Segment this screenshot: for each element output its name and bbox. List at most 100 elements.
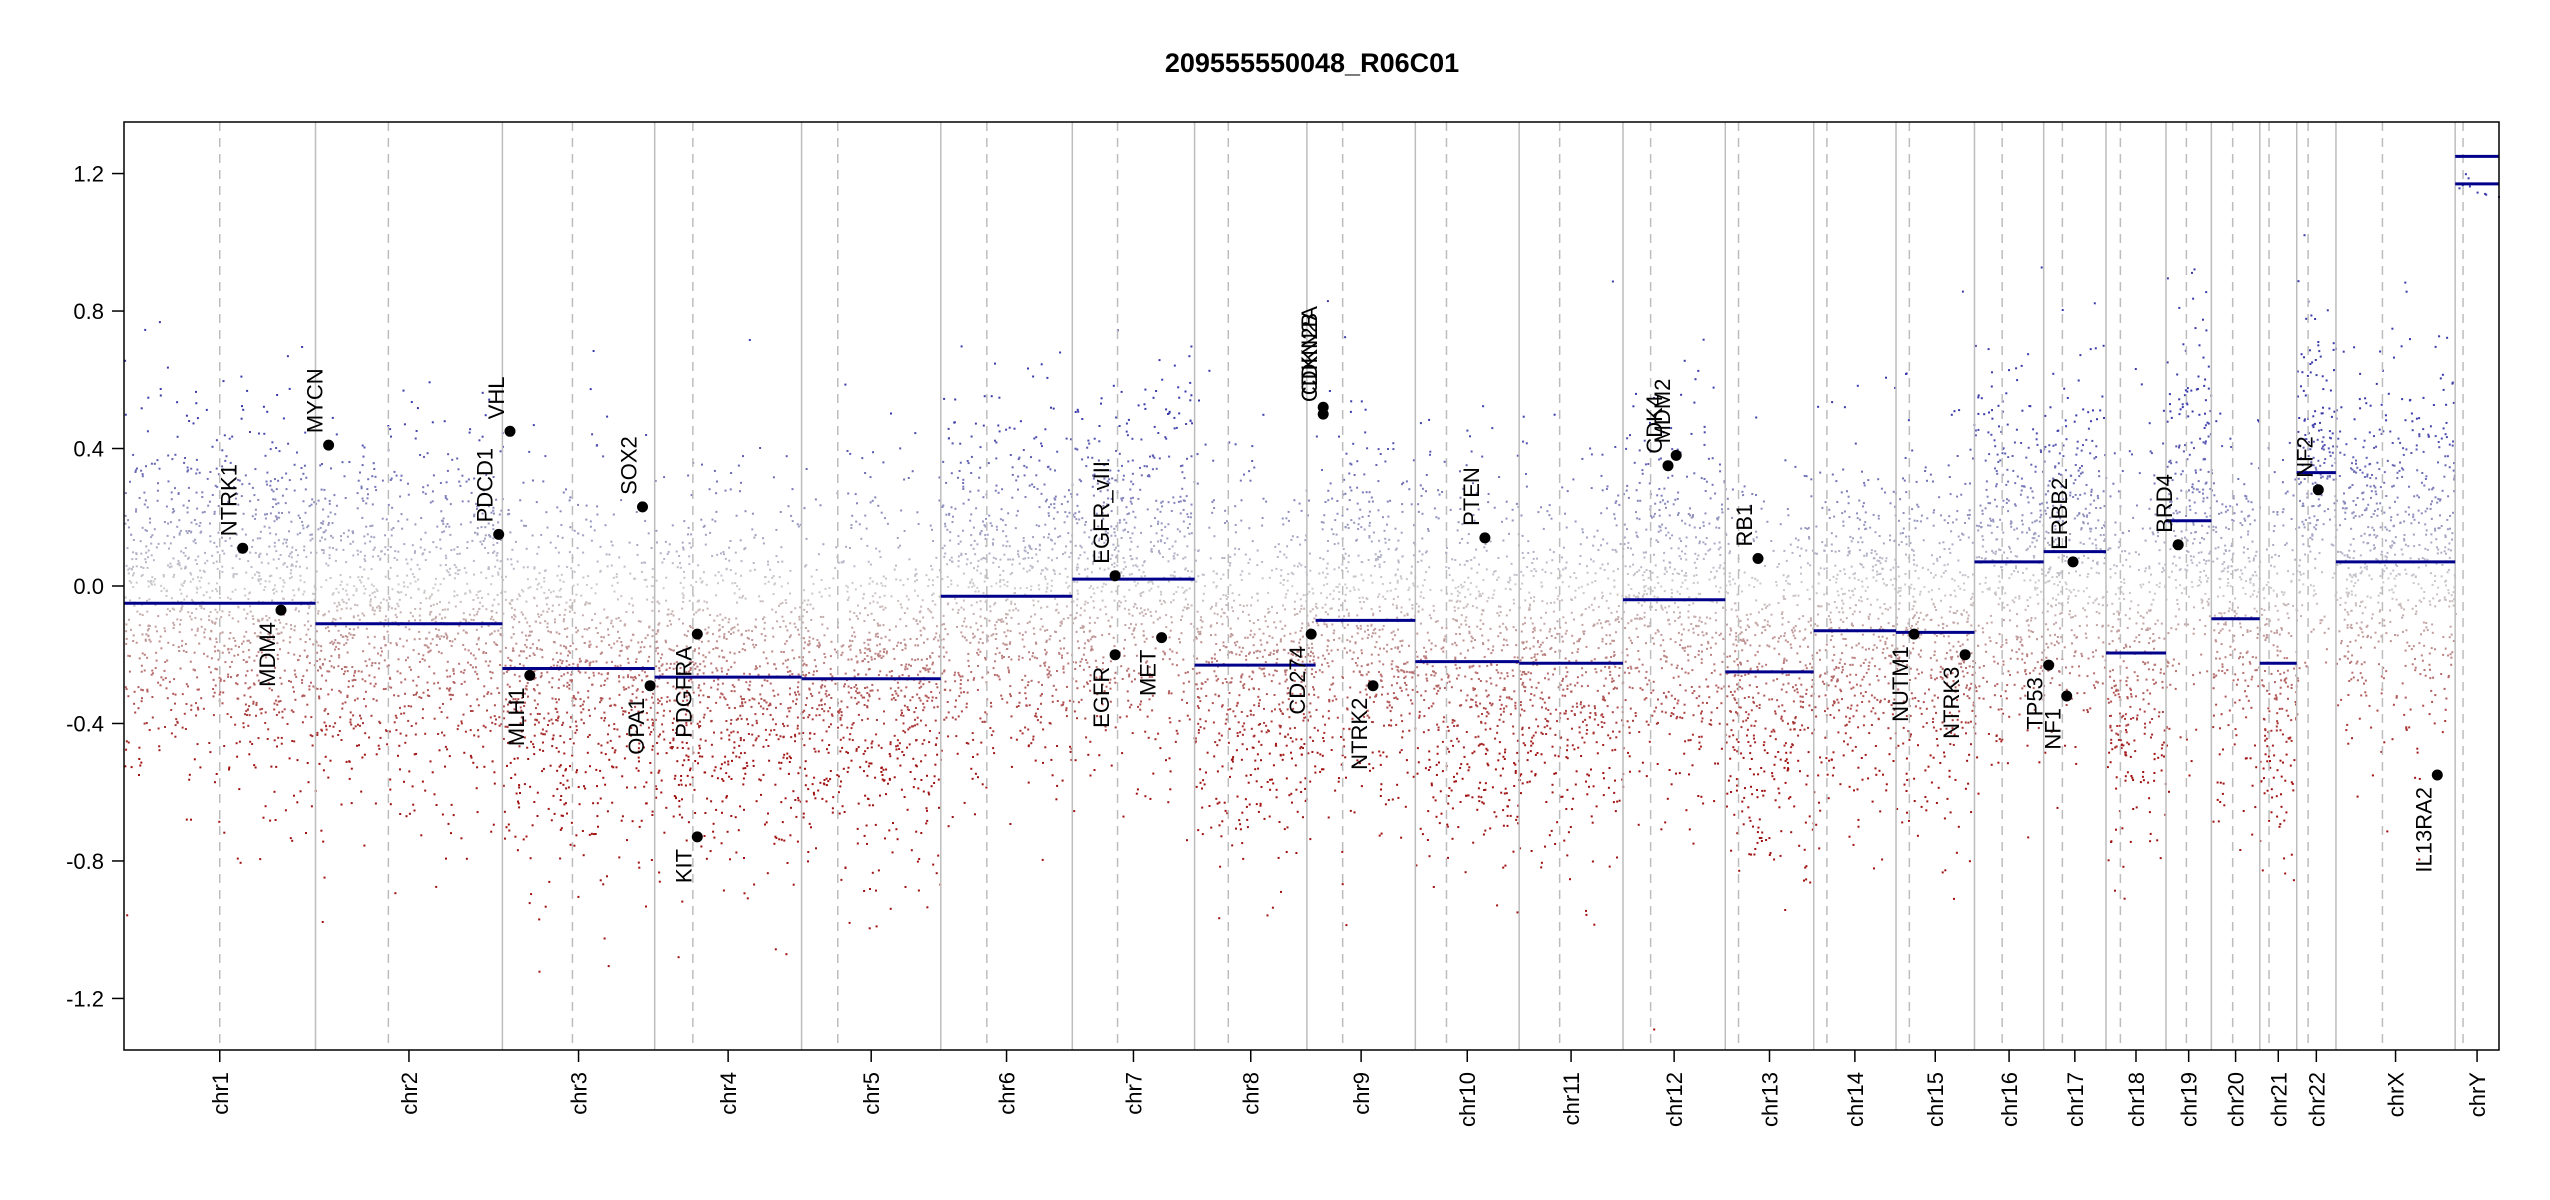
probe-point <box>986 533 989 536</box>
probe-point <box>237 478 240 481</box>
probe-point <box>868 762 871 765</box>
probe-point <box>891 851 894 854</box>
probe-point <box>253 683 256 686</box>
probe-point <box>446 469 449 472</box>
probe-point <box>558 603 561 606</box>
probe-point <box>824 692 827 695</box>
probe-point <box>905 663 908 666</box>
probe-point <box>634 577 637 580</box>
probe-point <box>249 431 251 433</box>
probe-point <box>659 552 662 555</box>
probe-point <box>994 660 996 663</box>
probe-point <box>930 564 933 567</box>
probe-point <box>371 662 374 664</box>
probe-point <box>578 657 581 660</box>
probe-point <box>589 765 591 768</box>
probe-point <box>854 493 857 496</box>
probe-point <box>290 551 293 554</box>
probe-point <box>368 642 371 645</box>
probe-point <box>674 731 677 734</box>
probe-point <box>569 651 571 654</box>
probe-point <box>935 683 938 685</box>
probe-point <box>1070 551 1073 554</box>
probe-point <box>151 576 154 579</box>
probe-point <box>920 605 923 608</box>
probe-point <box>255 714 257 717</box>
probe-point <box>926 819 929 822</box>
probe-point <box>793 657 796 660</box>
probe-point <box>282 417 285 420</box>
probe-point <box>918 611 921 614</box>
probe-point <box>969 626 972 629</box>
probe-point <box>180 608 183 611</box>
probe-point <box>902 729 905 732</box>
probe-point <box>579 671 582 674</box>
probe-point <box>676 760 679 763</box>
probe-point <box>444 554 447 557</box>
probe-point <box>956 584 959 587</box>
probe-point <box>186 532 189 535</box>
probe-point <box>1046 629 1049 631</box>
probe-point <box>433 717 436 720</box>
probe-point <box>610 622 613 625</box>
probe-point <box>596 785 598 788</box>
probe-point <box>866 692 869 694</box>
probe-point <box>172 621 175 624</box>
probe-point <box>295 560 298 563</box>
probe-point <box>439 601 441 604</box>
probe-point <box>184 547 187 549</box>
probe-point <box>836 774 839 777</box>
probe-point <box>981 783 984 786</box>
probe-point <box>316 651 319 654</box>
probe-point <box>789 693 791 696</box>
probe-point <box>132 640 135 642</box>
probe-point <box>256 537 259 540</box>
probe-point <box>745 681 748 684</box>
probe-point <box>797 525 800 528</box>
probe-point <box>961 635 964 638</box>
probe-point <box>398 598 401 601</box>
probe-point <box>493 704 496 707</box>
probe-point <box>559 828 562 831</box>
probe-point <box>739 695 742 698</box>
probe-point <box>363 446 366 449</box>
probe-point <box>141 473 144 476</box>
probe-point <box>970 435 973 438</box>
probe-point <box>266 410 269 413</box>
probe-point <box>698 720 701 723</box>
probe-point <box>487 505 490 508</box>
probe-point <box>335 587 338 590</box>
probe-point <box>982 496 985 499</box>
probe-point <box>938 569 941 571</box>
probe-point <box>353 671 356 674</box>
probe-point <box>567 654 569 657</box>
probe-point <box>879 624 882 627</box>
probe-point <box>337 591 340 594</box>
probe-point <box>798 693 801 696</box>
probe-point <box>264 513 266 516</box>
probe-point <box>884 837 886 840</box>
probe-point <box>565 660 568 663</box>
probe-point <box>650 731 653 733</box>
probe-point <box>238 740 241 743</box>
probe-point <box>624 710 627 713</box>
probe-point <box>364 680 367 683</box>
probe-point <box>846 770 849 773</box>
probe-point <box>654 718 657 721</box>
probe-point <box>551 686 554 689</box>
probe-point <box>960 691 963 694</box>
probe-point <box>621 644 624 647</box>
probe-point <box>303 624 306 627</box>
probe-point <box>535 620 538 623</box>
probe-point <box>858 691 861 694</box>
probe-point <box>899 618 902 621</box>
probe-point <box>1013 427 1016 430</box>
probe-point <box>949 539 952 542</box>
probe-point <box>258 579 260 582</box>
probe-point <box>1034 641 1037 644</box>
probe-point <box>546 610 549 613</box>
probe-point <box>979 572 982 575</box>
probe-point <box>628 541 631 544</box>
probe-point <box>1022 557 1025 560</box>
probe-point <box>312 685 315 688</box>
